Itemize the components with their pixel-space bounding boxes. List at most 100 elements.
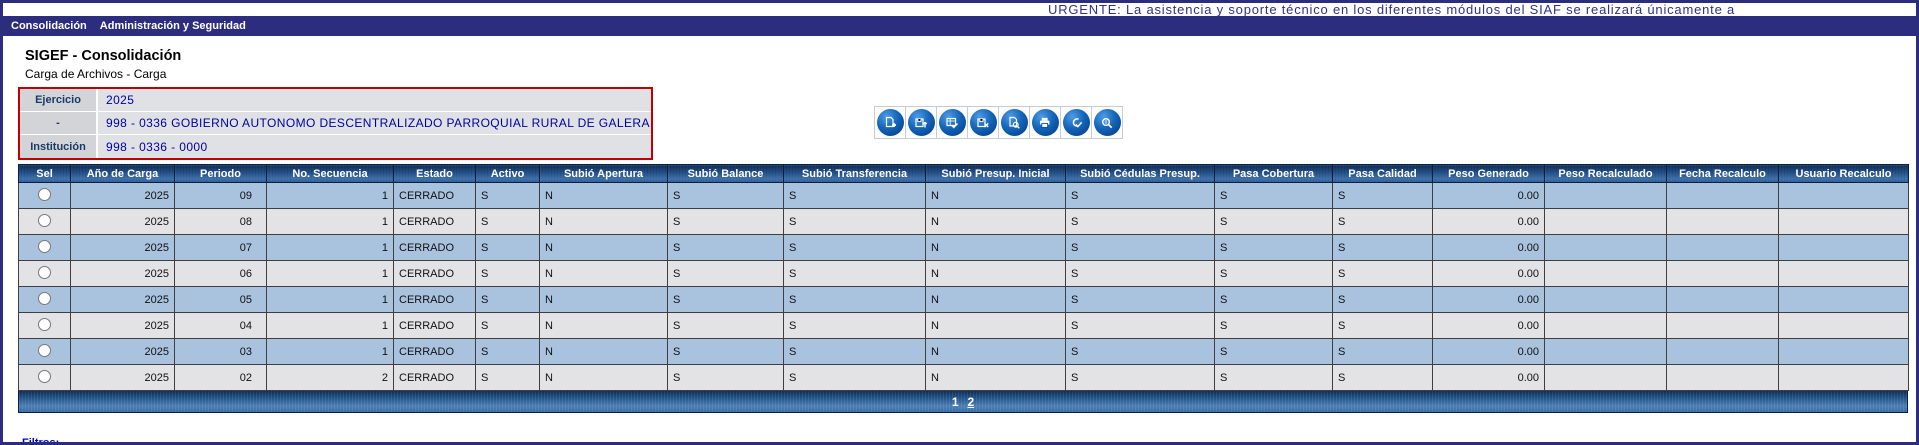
menu-item-consolidacion[interactable]: Consolidación — [11, 20, 87, 32]
menu-item-administracion[interactable]: Administración y Seguridad — [99, 20, 246, 32]
row-select-radio[interactable] — [38, 265, 51, 279]
table-cell: S — [667, 208, 784, 235]
table-cell: N — [925, 260, 1066, 287]
table-cell — [1544, 364, 1667, 391]
upload-file-icon — [907, 109, 935, 136]
upload-file-button[interactable] — [905, 106, 937, 139]
filter-row-entidad: -998 - 0336 GOBIERNO AUTONOMO DESCENTRAL… — [20, 112, 651, 135]
table-cell: 0.00 — [1432, 234, 1545, 261]
table-cell: 1 — [266, 338, 394, 365]
table-cell — [1544, 338, 1667, 365]
table-cell: S — [1214, 182, 1333, 209]
table-cell: 0.00 — [1432, 208, 1545, 235]
add-document-button[interactable] — [874, 106, 906, 139]
table-cell: S — [667, 286, 784, 313]
table-cell: S — [1214, 286, 1333, 313]
row-select-radio[interactable] — [38, 317, 51, 331]
row-select-radio[interactable] — [38, 239, 51, 253]
column-header: Subió Presup. Inicial — [925, 164, 1066, 183]
filter-value-entidad: 998 - 0336 GOBIERNO AUTONOMO DESCENTRALI… — [98, 112, 651, 134]
table-cell: 2025 — [70, 234, 175, 261]
pagination-page-link[interactable]: 2 — [967, 394, 975, 409]
table-cell: CERRADO — [393, 312, 476, 339]
table-cell — [1778, 286, 1909, 313]
table-cell: 0.00 — [1432, 364, 1545, 391]
preview-document-button[interactable] — [998, 106, 1030, 139]
table-cell: S — [1065, 260, 1215, 287]
row-select-radio[interactable] — [38, 369, 51, 383]
table-cell: N — [925, 364, 1066, 391]
table-cell: S — [783, 364, 926, 391]
filters-link[interactable]: Filtros: — [22, 437, 60, 445]
table-cell: 0.00 — [1432, 312, 1545, 339]
table-cell: S — [1214, 260, 1333, 287]
table-cell: S — [1332, 364, 1433, 391]
column-header: Usuario Recalculo — [1778, 164, 1909, 183]
table-cell: 06 — [174, 260, 267, 287]
table-cell: S — [667, 234, 784, 261]
table-cell: N — [925, 208, 1066, 235]
row-select-radio[interactable] — [38, 187, 51, 201]
add-document-icon — [876, 109, 904, 136]
table-cell: S — [475, 286, 540, 313]
context-filter-box: Ejercicio 2025-998 - 0336 GOBIERNO AUTONO… — [18, 87, 653, 160]
search-magnifier-icon — [1093, 109, 1121, 136]
table-cell: N — [925, 182, 1066, 209]
table-cell: S — [1214, 364, 1333, 391]
table-cell: S — [1065, 208, 1215, 235]
table-cell — [1666, 286, 1779, 313]
table-cell — [1778, 364, 1909, 391]
table-header: Sel Año de Carga Periodo No. Secuencia Estad… — [18, 164, 1909, 183]
table-cell: S — [1332, 260, 1433, 287]
table-cell: 2025 — [70, 338, 175, 365]
table-cell — [1544, 182, 1667, 209]
table-cell: N — [539, 234, 668, 261]
column-header: Sel — [18, 164, 71, 183]
urgent-ticker-text: URGENTE: La asistencia y soporte técnico… — [1048, 3, 1736, 16]
column-header: Subió Transferencia — [783, 164, 926, 183]
urgent-ticker-bar: URGENTE: La asistencia y soporte técnico… — [3, 3, 1916, 16]
column-header: Pasa Calidad — [1332, 164, 1433, 183]
column-header: Activo — [475, 164, 540, 183]
column-header: Periodo — [174, 164, 267, 183]
print-button[interactable] — [1029, 106, 1061, 139]
table-cell — [1544, 234, 1667, 261]
row-select-radio[interactable] — [38, 343, 51, 357]
table-cell — [1778, 338, 1909, 365]
table-cell: N — [539, 208, 668, 235]
delete-file-button[interactable] — [967, 106, 999, 139]
table-cell — [1778, 208, 1909, 235]
column-header: Subió Cédulas Presup. — [1065, 164, 1215, 183]
table-row: 2025 02 2 CERRADO S N S S N S S S 0.00 — [18, 364, 1909, 391]
table-cell: CERRADO — [393, 286, 476, 313]
table-cell — [1544, 208, 1667, 235]
action-toolbar — [874, 106, 1123, 139]
table-cell: 2025 — [70, 286, 175, 313]
row-select-radio[interactable] — [38, 291, 51, 305]
table-cell: 1 — [266, 286, 394, 313]
table-cell: N — [539, 312, 668, 339]
sel-cell — [18, 182, 71, 209]
validate-form-icon — [938, 109, 966, 136]
table-cell: CERRADO — [393, 364, 476, 391]
table-cell: S — [1332, 338, 1433, 365]
table-cell: 1 — [266, 182, 394, 209]
table-cell: CERRADO — [393, 234, 476, 261]
filter-row-institucion: Institución 998 - 0336 - 0000 — [20, 135, 651, 158]
table-cell: 02 — [174, 364, 267, 391]
column-header: Peso Generado — [1432, 164, 1545, 183]
table-cell: S — [667, 364, 784, 391]
table-cell: S — [1065, 234, 1215, 261]
approve-document-button[interactable] — [1060, 106, 1092, 139]
validate-form-button[interactable] — [936, 106, 968, 139]
table-cell: CERRADO — [393, 208, 476, 235]
table-cell: N — [925, 234, 1066, 261]
table-cell: S — [783, 208, 926, 235]
row-select-radio[interactable] — [38, 213, 51, 227]
table-row: 2025 09 1 CERRADO S N S S N S S S 0.00 — [18, 182, 1909, 209]
search-magnifier-button[interactable] — [1091, 106, 1123, 139]
table-cell — [1666, 364, 1779, 391]
pagination-current-page: 1 — [951, 394, 959, 409]
column-header: Peso Recalculado — [1544, 164, 1667, 183]
filter-label-ejercicio: Ejercicio — [20, 89, 98, 111]
